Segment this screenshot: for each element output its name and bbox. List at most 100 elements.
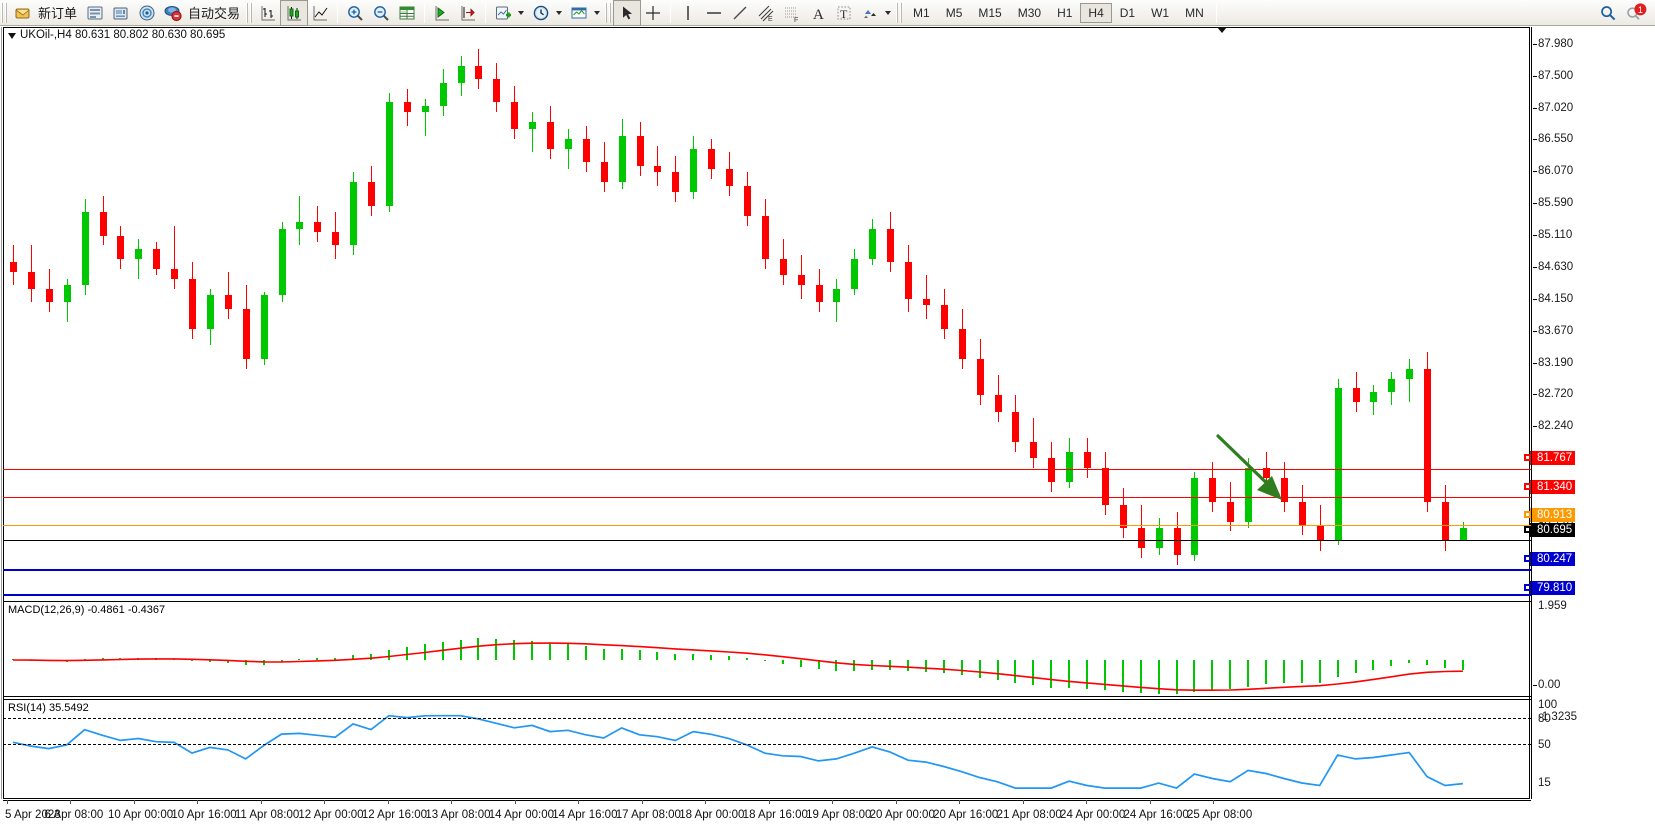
macd-histogram-bar xyxy=(763,660,766,662)
price-label-knob[interactable] xyxy=(1524,584,1531,592)
price-label-resistance-2[interactable]: 81.767 xyxy=(1524,451,1576,466)
horizontal-line-button[interactable] xyxy=(701,1,727,25)
text-button[interactable]: A xyxy=(805,1,831,25)
shapes-dropdown-arrow[interactable] xyxy=(883,3,892,23)
tab-timeframe-m5[interactable]: M5 xyxy=(945,5,963,20)
cursor-button[interactable] xyxy=(613,0,642,26)
period-button[interactable] xyxy=(528,1,566,25)
bar-chart-button[interactable] xyxy=(255,1,281,25)
new-order-button[interactable]: 新订单 xyxy=(10,1,82,25)
book-button[interactable] xyxy=(82,1,108,25)
tab-timeframe-m1[interactable]: M1 xyxy=(913,5,930,20)
price-tick-4: 86.070 xyxy=(1533,165,1573,177)
price-scale[interactable]: 87.980 87.500 87.020 86.550 86.070 85.590 85.1… xyxy=(1524,27,1655,799)
time-tick xyxy=(895,800,897,804)
price-label-last-price[interactable]: 80.695 xyxy=(1524,522,1576,537)
tab-timeframe-m30[interactable]: M30 xyxy=(1017,5,1042,20)
signal-button[interactable] xyxy=(134,1,160,25)
time-axis[interactable]: 5 Apr 2023 6 Apr 08:00 10 Apr 00:00 10 Apr … xyxy=(3,800,1655,828)
shapes-button[interactable] xyxy=(857,1,895,25)
candle-body xyxy=(457,65,465,83)
time-tick xyxy=(451,800,453,804)
price-line-resistance-1[interactable] xyxy=(3,497,1531,498)
candle-body xyxy=(869,228,877,259)
price-label-knob[interactable] xyxy=(1524,511,1531,518)
price-label-knob[interactable] xyxy=(1524,525,1531,533)
price-label-knob[interactable] xyxy=(1524,454,1531,462)
price-label-support-2[interactable]: 79.810 xyxy=(1524,581,1576,596)
vertical-line-button[interactable] xyxy=(675,1,701,25)
price-line-support-2[interactable] xyxy=(3,594,1531,596)
macd-pane-separator-lower xyxy=(3,696,1531,697)
templates-icon xyxy=(569,3,589,23)
grid-button[interactable] xyxy=(394,1,420,25)
tab-timeframe-w1[interactable]: W1 xyxy=(1151,5,1170,20)
symbol-header[interactable]: UKOil-,H4 80.631 80.802 80.630 80.695 xyxy=(8,29,225,41)
macd-pane-separator[interactable] xyxy=(3,601,1531,602)
macd-histogram-bar xyxy=(1265,660,1267,685)
search-button[interactable] xyxy=(1595,1,1621,25)
news-button[interactable] xyxy=(108,1,134,25)
price-line-resistance-2[interactable] xyxy=(3,469,1531,470)
tab-timeframe-h1[interactable]: H1 xyxy=(1057,5,1073,20)
text-icon: A xyxy=(808,3,828,23)
price-pane[interactable] xyxy=(4,28,1531,600)
trendline-button[interactable] xyxy=(727,1,753,25)
green-down-arrow-annotation[interactable] xyxy=(1210,432,1300,512)
candle-body xyxy=(224,295,232,309)
toolbar-grip-2[interactable] xyxy=(246,2,254,23)
macd-histogram-bar xyxy=(12,659,14,660)
macd-histogram-bar xyxy=(1103,660,1106,691)
macd-histogram-bar xyxy=(1086,660,1088,689)
new-order-icon xyxy=(13,3,33,23)
tab-timeframe-h4[interactable]: H4 xyxy=(1080,2,1112,23)
label-button[interactable]: T xyxy=(831,1,857,25)
toolbar-grip-4[interactable] xyxy=(896,2,904,23)
zoom-in-button[interactable] xyxy=(342,1,368,25)
price-line-pivot[interactable] xyxy=(3,525,1531,526)
indicators-button[interactable] xyxy=(490,1,528,25)
period-dropdown-arrow[interactable] xyxy=(554,3,563,23)
line-chart-button[interactable] xyxy=(307,1,333,25)
zoom-out-icon xyxy=(371,3,391,23)
crosshair-button[interactable] xyxy=(640,1,666,25)
fibonacci-button[interactable]: F xyxy=(779,1,805,25)
price-label-support-1[interactable]: 80.247 xyxy=(1524,552,1576,567)
candle-body xyxy=(385,102,393,206)
candlestick-chart-button[interactable] xyxy=(280,0,309,26)
candle-body xyxy=(135,248,143,259)
indicators-dropdown-arrow[interactable] xyxy=(516,3,525,23)
templates-dropdown-arrow[interactable] xyxy=(592,3,601,23)
price-line-last[interactable] xyxy=(3,540,1531,541)
price-label-knob[interactable] xyxy=(1524,482,1531,490)
price-label-resistance-1[interactable]: 81.340 xyxy=(1524,479,1576,494)
time-tick xyxy=(260,800,262,804)
macd-histogram-bar xyxy=(1014,660,1017,684)
macd-histogram-bar xyxy=(1282,660,1285,684)
price-label-pivot[interactable]: 80.913 xyxy=(1524,508,1576,522)
templates-button[interactable] xyxy=(566,1,604,25)
notifications-button[interactable]: 1 xyxy=(1621,1,1651,25)
toolbar-grip[interactable] xyxy=(1,2,8,23)
tab-timeframe-mn[interactable]: MN xyxy=(1185,5,1204,20)
price-label-knob[interactable] xyxy=(1524,555,1531,563)
shift-start-button[interactable] xyxy=(429,1,455,25)
tab-timeframe-m15[interactable]: M15 xyxy=(978,5,1002,20)
price-tick-11: 82.720 xyxy=(1533,388,1573,400)
candle-body xyxy=(421,105,429,113)
tab-timeframe-d1[interactable]: D1 xyxy=(1119,5,1136,20)
equidistant-channel-button[interactable]: E xyxy=(753,1,779,25)
macd-pane[interactable] xyxy=(4,602,1531,696)
toolbar-grip-3[interactable] xyxy=(605,2,613,23)
time-tick xyxy=(387,800,389,804)
auto-trading-button[interactable]: 自动交易 xyxy=(160,1,245,25)
chart-collapse-icon[interactable] xyxy=(8,33,16,39)
chart-area[interactable]: UKOil-,H4 80.631 80.802 80.630 80.695 87… xyxy=(0,26,1655,828)
macd-histogram-bar xyxy=(1175,660,1178,695)
price-line-support-1[interactable] xyxy=(3,569,1531,571)
zoom-out-button[interactable] xyxy=(368,1,394,25)
time-tick xyxy=(705,800,707,804)
rsi-pane-separator[interactable] xyxy=(3,699,1531,700)
shift-end-button[interactable] xyxy=(455,1,481,25)
rsi-pane[interactable] xyxy=(4,700,1531,798)
